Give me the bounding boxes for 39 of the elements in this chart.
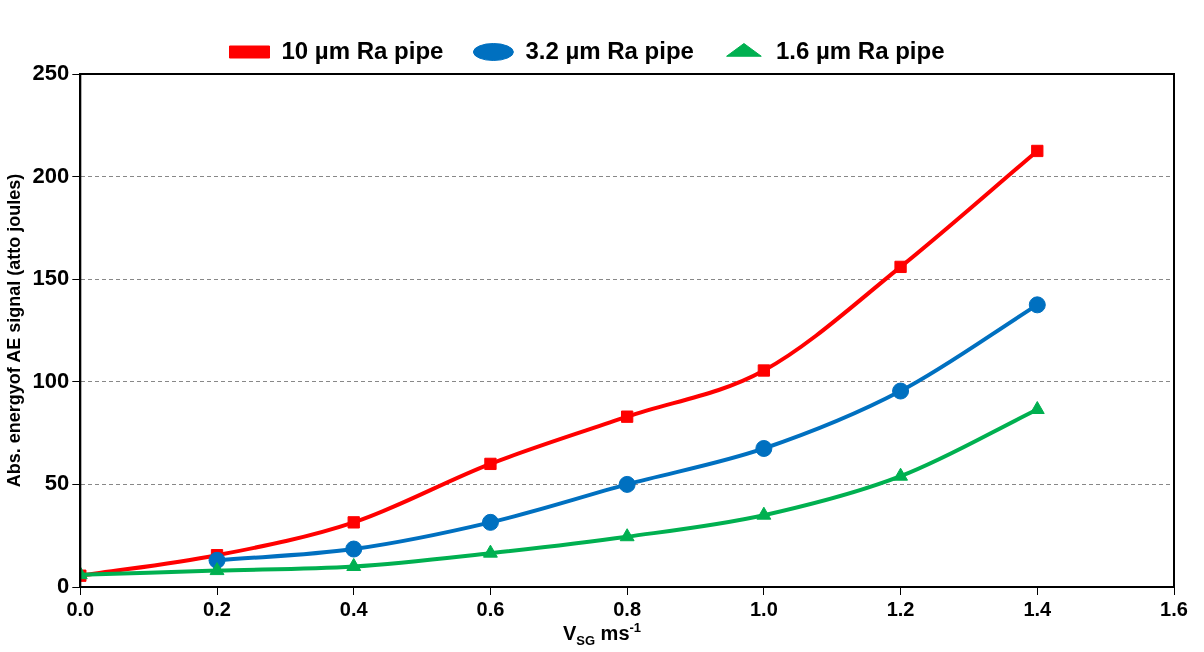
legend-label: 1.6 µm Ra pipe (775, 36, 945, 64)
point (481, 513, 499, 531)
y-tick-label: 100 (32, 367, 70, 393)
x-tick-label: 1.2 (886, 597, 915, 620)
point (483, 544, 498, 558)
point (619, 528, 635, 542)
point (345, 540, 363, 558)
y-axis-title: Abs. energyof AE signal (atto joules) (3, 173, 24, 488)
point (757, 364, 771, 377)
x-tick-label: 0.8 (613, 597, 642, 620)
point (618, 475, 636, 493)
point (1031, 144, 1044, 158)
point (347, 516, 360, 529)
point (621, 410, 634, 423)
x-tick-label: 1.4 (1023, 597, 1053, 620)
y-tick-label: 150 (32, 265, 70, 291)
x-tick-label: 0.6 (476, 597, 505, 620)
x-tick-label: 0.4 (339, 597, 369, 620)
point (755, 439, 773, 457)
point (756, 506, 772, 520)
x-tick-label: 1.6 (1160, 597, 1188, 620)
x-tick-label: 0.2 (203, 597, 231, 620)
point (484, 457, 497, 471)
point (894, 260, 907, 274)
legend-label: 10 µm Ra pipe (281, 36, 444, 64)
x-axis-title: V$_{SG}$ ms$^{-1}$ (561, 620, 643, 648)
point (209, 562, 225, 576)
y-tick-label: 250 (32, 60, 70, 86)
point (346, 557, 362, 571)
y-tick-label: 0 (57, 573, 70, 599)
point (1029, 401, 1045, 414)
y-tick-label: 50 (44, 470, 70, 496)
point (1028, 296, 1046, 314)
x-tick-label: 0.0 (66, 597, 95, 620)
point (893, 467, 909, 481)
x-tick-label: 1.0 (749, 597, 778, 620)
point (892, 382, 910, 400)
legend-label: 3.2 µm Ra pipe (525, 36, 694, 64)
y-tick-label: 200 (32, 162, 70, 188)
